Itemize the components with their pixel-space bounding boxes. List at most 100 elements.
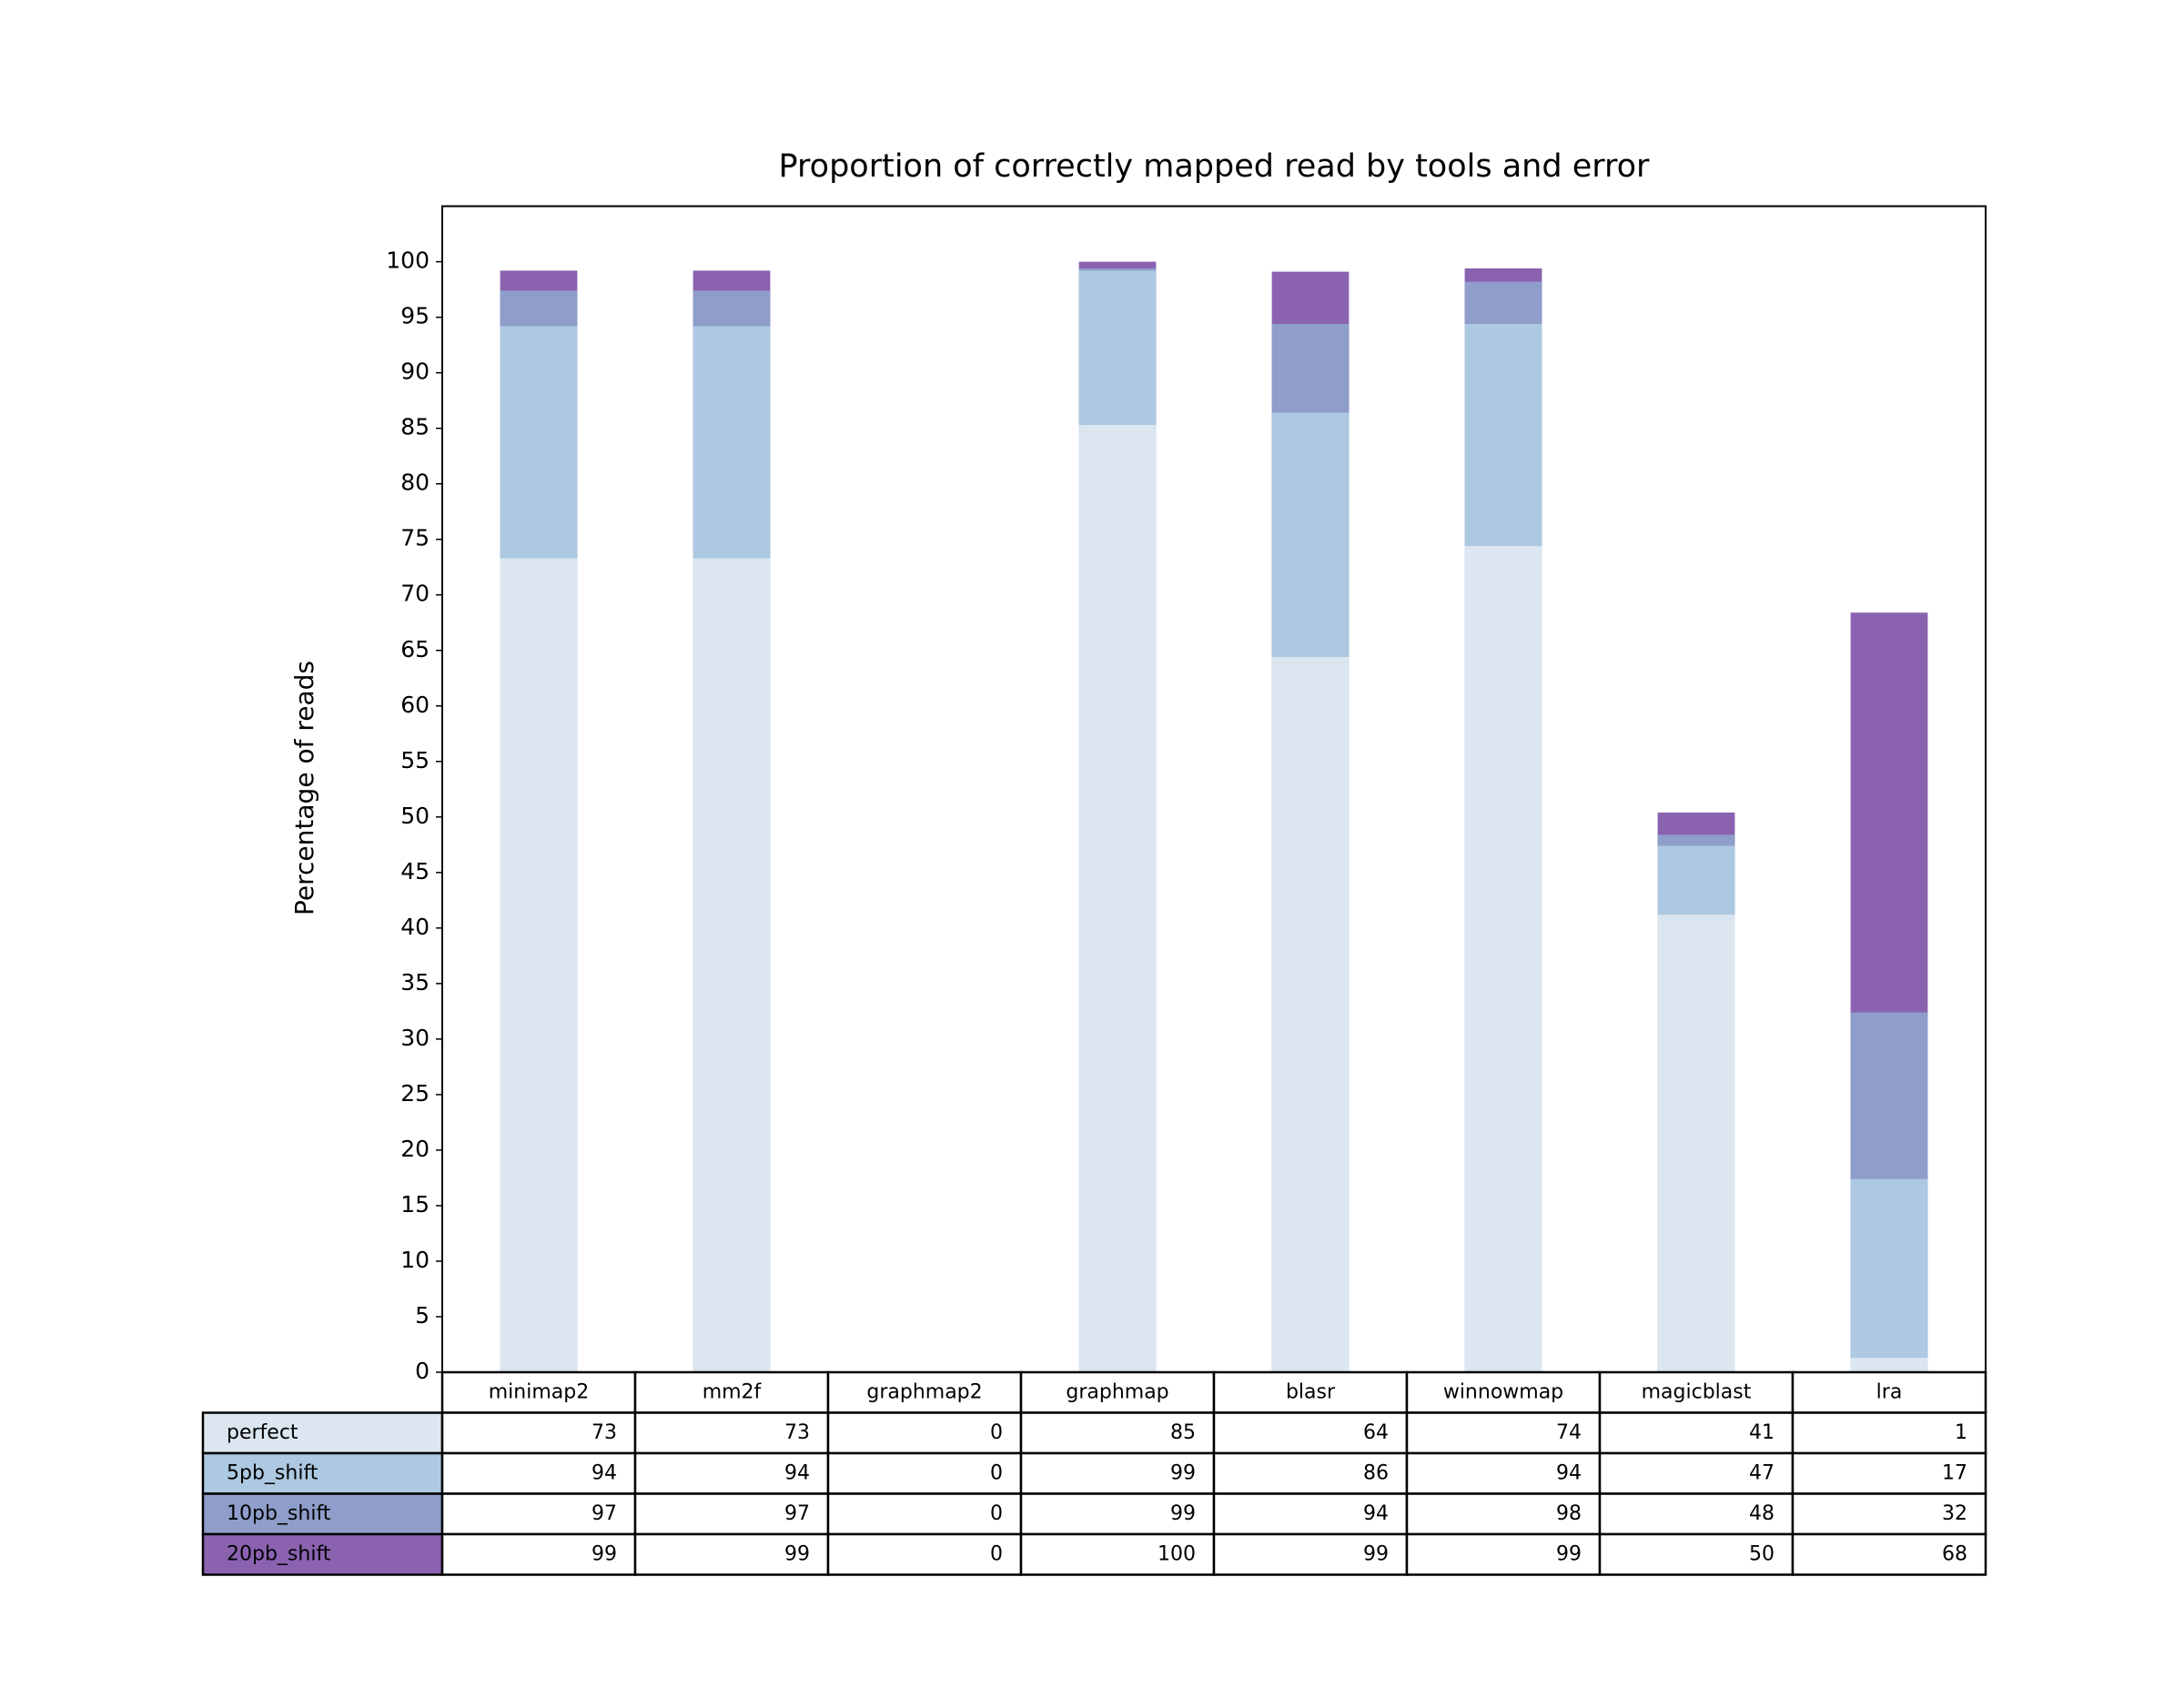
legend-label: 20pb_shift [227, 1542, 331, 1565]
table-value: 41 [1749, 1421, 1774, 1444]
table-value: 0 [990, 1542, 1003, 1565]
table-cell [1791, 1451, 1987, 1495]
bar [1657, 915, 1735, 1372]
table-cell [1019, 1492, 1216, 1536]
y-tick-label: 20 [400, 1136, 430, 1162]
table-value: 0 [990, 1461, 1003, 1484]
x-tick-label: blasr [1286, 1380, 1336, 1403]
table-cell [440, 1532, 637, 1576]
legend-label: 5pb_shift [227, 1461, 318, 1484]
bar [1078, 425, 1157, 1373]
table-value: 32 [1942, 1502, 1967, 1525]
table-value: 100 [1158, 1542, 1196, 1565]
table-value: 97 [784, 1502, 810, 1525]
table-value: 48 [1749, 1502, 1774, 1525]
legend-label: 10pb_shift [227, 1502, 331, 1525]
table-value: 85 [1170, 1421, 1196, 1444]
table-value: 68 [1942, 1542, 1967, 1565]
y-tick-label: 30 [400, 1025, 430, 1051]
bar [693, 558, 771, 1372]
table-value: 47 [1749, 1461, 1774, 1484]
x-tick-label: magicblast [1642, 1380, 1752, 1403]
table-value: 99 [1170, 1461, 1196, 1484]
y-tick-label: 0 [415, 1358, 430, 1384]
table-value: 94 [784, 1461, 810, 1484]
table-cell [1212, 1451, 1409, 1495]
table-value: 94 [1556, 1461, 1582, 1484]
y-tick-label: 90 [400, 359, 430, 385]
y-tick-label: 45 [400, 858, 430, 884]
table-value: 97 [592, 1502, 617, 1525]
legend-swatch [201, 1492, 444, 1536]
x-tick-label: mm2f [703, 1380, 763, 1403]
table-value: 64 [1363, 1421, 1389, 1444]
y-tick-label: 70 [400, 581, 430, 607]
table-value: 99 [1363, 1542, 1389, 1565]
table-cell [633, 1532, 830, 1576]
y-tick-label: 35 [400, 969, 430, 996]
table-header-cell [826, 1370, 1023, 1414]
table-header-cell [1791, 1370, 1987, 1414]
table-cell [1791, 1532, 1987, 1576]
table-value: 74 [1556, 1421, 1582, 1444]
table-value: 0 [990, 1421, 1003, 1444]
table-cell [826, 1451, 1023, 1495]
table-cell [1598, 1451, 1795, 1495]
table-cell [826, 1411, 1023, 1455]
legend-label: perfect [227, 1421, 298, 1444]
table-cell [1212, 1532, 1409, 1576]
table-value: 99 [1170, 1502, 1196, 1525]
table-value: 99 [592, 1542, 617, 1565]
bar [1850, 1358, 1928, 1372]
table-value: 99 [1556, 1542, 1582, 1565]
plot-frame [441, 205, 1987, 1374]
table-value: 1 [1955, 1421, 1967, 1444]
y-tick-label: 60 [400, 692, 430, 718]
table-cell [1405, 1492, 1602, 1536]
y-tick-label: 95 [400, 303, 430, 329]
y-tick-label: 25 [400, 1080, 430, 1107]
legend-swatch [201, 1532, 444, 1576]
table-cell [1019, 1532, 1216, 1576]
table-cell [826, 1532, 1023, 1576]
x-tick-label: minimap2 [489, 1380, 589, 1403]
table-cell [1405, 1532, 1602, 1576]
y-tick-label: 15 [400, 1191, 430, 1218]
table-header-cell [1598, 1370, 1795, 1414]
y-tick-label: 5 [415, 1302, 430, 1329]
y-tick-label: 50 [400, 803, 430, 829]
table-value: 86 [1363, 1461, 1389, 1484]
table-value: 50 [1749, 1542, 1774, 1565]
x-tick-label: winnowmap [1443, 1380, 1563, 1403]
y-tick-label: 10 [400, 1247, 430, 1273]
bar [1271, 657, 1350, 1372]
table-value: 17 [1942, 1461, 1967, 1484]
y-tick-label: 55 [400, 747, 430, 773]
x-tick-label: graphmap [1066, 1380, 1168, 1403]
table-value: 99 [784, 1542, 810, 1565]
y-axis-label: Percentage of reads [289, 661, 319, 915]
y-tick-label: 80 [400, 470, 430, 496]
chart-title: Proportion of correctly mapped read by t… [779, 148, 1650, 185]
table-header-cell [1405, 1370, 1602, 1414]
bar [500, 558, 578, 1372]
bar [1464, 546, 1542, 1372]
x-tick-label: graphmap2 [866, 1380, 982, 1403]
y-tick-label: 85 [400, 414, 430, 440]
y-tick-label: 75 [400, 525, 430, 551]
table-value: 94 [592, 1461, 617, 1484]
x-tick-label: lra [1876, 1380, 1903, 1403]
table-cell [826, 1492, 1023, 1536]
bar [1850, 1178, 1928, 1372]
table-cell [1598, 1532, 1795, 1576]
table-value: 94 [1363, 1502, 1389, 1525]
table-value: 73 [592, 1421, 617, 1444]
table-value: 0 [990, 1502, 1003, 1525]
table-cell [1212, 1492, 1409, 1536]
table-value: 73 [784, 1421, 810, 1444]
table-header-cell [1212, 1370, 1409, 1414]
y-tick-label: 100 [386, 248, 430, 274]
table-header-cell [440, 1370, 637, 1414]
table-value: 98 [1556, 1502, 1582, 1525]
